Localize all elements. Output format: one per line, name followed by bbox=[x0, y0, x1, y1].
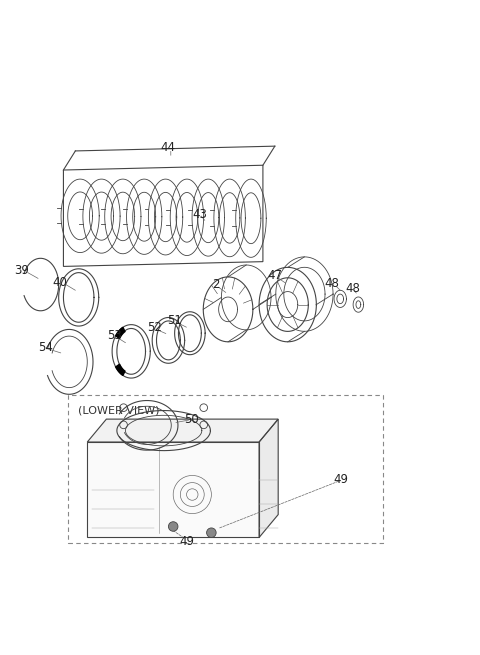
Text: 43: 43 bbox=[192, 208, 207, 221]
Text: 2: 2 bbox=[212, 278, 220, 291]
Polygon shape bbox=[116, 328, 125, 339]
Text: 47: 47 bbox=[268, 269, 283, 282]
Text: 49: 49 bbox=[334, 473, 348, 486]
Circle shape bbox=[206, 528, 216, 538]
Text: 53: 53 bbox=[108, 329, 122, 342]
Text: 40: 40 bbox=[52, 276, 67, 289]
Text: 54: 54 bbox=[38, 341, 53, 354]
Text: 51: 51 bbox=[167, 314, 181, 327]
Polygon shape bbox=[87, 442, 259, 538]
Polygon shape bbox=[259, 419, 278, 538]
Text: 44: 44 bbox=[160, 141, 175, 154]
Text: (LOWER VIEW): (LOWER VIEW) bbox=[78, 405, 159, 416]
Polygon shape bbox=[87, 419, 278, 442]
Text: 50: 50 bbox=[184, 413, 199, 426]
Text: 39: 39 bbox=[14, 264, 29, 276]
Text: 48: 48 bbox=[345, 282, 360, 295]
Text: 52: 52 bbox=[147, 321, 162, 334]
Text: 48: 48 bbox=[324, 277, 339, 290]
Polygon shape bbox=[116, 364, 125, 375]
Text: 49: 49 bbox=[179, 534, 194, 548]
Circle shape bbox=[168, 522, 178, 531]
